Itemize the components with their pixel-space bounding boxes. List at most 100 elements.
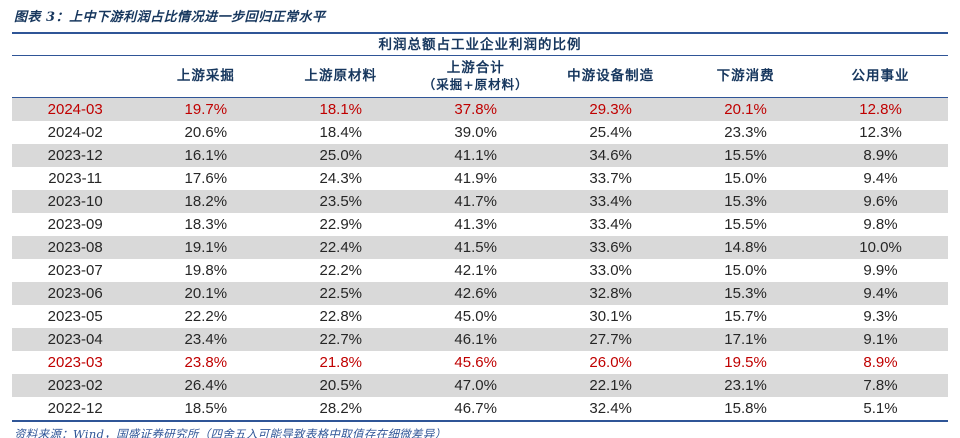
cell-utilities: 7.8%	[863, 377, 898, 394]
cell-upstream-materials: 18.1%	[319, 101, 363, 118]
cell-utilities: 8.9%	[863, 354, 898, 371]
row-date: 2024-02	[47, 124, 103, 141]
cell-upstream-materials: 21.8%	[319, 354, 363, 371]
cell-upstream-total: 39.0%	[454, 124, 497, 141]
cell-upstream-mining: 17.6%	[184, 170, 228, 187]
row-date: 2024-03	[47, 101, 103, 118]
cell-upstream-total: 41.3%	[454, 216, 497, 233]
cell-upstream-mining: 20.6%	[184, 124, 228, 141]
table-row: 2023-12 16.1% 25.0% 41.1% 34.6% 15.5% 8.…	[12, 144, 948, 167]
table-row: 2023-11 17.6% 24.3% 41.9% 33.7% 15.0% 9.…	[12, 167, 948, 190]
row-date: 2023-03	[47, 354, 103, 371]
table-row: 2024-03 19.7% 18.1% 37.8% 29.3% 20.1% 12…	[12, 98, 948, 121]
cell-upstream-materials: 24.3%	[319, 170, 363, 187]
cell-downstream-consumption: 14.8%	[724, 239, 767, 256]
cell-upstream-mining: 18.2%	[184, 193, 228, 210]
cell-upstream-materials: 18.4%	[319, 124, 363, 141]
cell-upstream-total: 42.6%	[454, 285, 497, 302]
cell-midstream-equipment: 29.3%	[589, 101, 632, 118]
cell-downstream-consumption: 15.8%	[724, 400, 767, 417]
table-row: 2024-02 20.6% 18.4% 39.0% 25.4% 23.3% 12…	[12, 121, 948, 144]
cell-upstream-materials: 20.5%	[319, 377, 363, 394]
cell-upstream-total: 47.0%	[454, 377, 497, 394]
cell-downstream-consumption: 17.1%	[724, 331, 767, 348]
table-caption: 利润总额占工业企业利润的比例	[12, 34, 948, 56]
table-row: 2023-06 20.1% 22.5% 42.6% 32.8% 15.3% 9.…	[12, 282, 948, 305]
cell-midstream-equipment: 33.0%	[589, 262, 632, 279]
table-row: 2022-12 18.5% 28.2% 46.7% 32.4% 15.8% 5.…	[12, 397, 948, 420]
table-row: 2023-08 19.1% 22.4% 41.5% 33.6% 14.8% 10…	[12, 236, 948, 259]
cell-midstream-equipment: 32.4%	[589, 400, 632, 417]
cell-utilities: 9.8%	[863, 216, 898, 233]
cell-utilities: 9.3%	[863, 308, 898, 325]
cell-upstream-total: 41.5%	[454, 239, 497, 256]
cell-upstream-mining: 26.4%	[184, 377, 228, 394]
row-date: 2023-10	[47, 193, 103, 210]
cell-utilities: 9.1%	[863, 331, 898, 348]
cell-upstream-materials: 22.4%	[319, 239, 363, 256]
cell-upstream-materials: 25.0%	[319, 147, 363, 164]
cell-downstream-consumption: 15.0%	[724, 170, 767, 187]
cell-utilities: 8.9%	[863, 147, 898, 164]
table-row: 2023-07 19.8% 22.2% 42.1% 33.0% 15.0% 9.…	[12, 259, 948, 282]
cell-midstream-equipment: 32.8%	[589, 285, 632, 302]
row-date: 2023-06	[47, 285, 103, 302]
cell-upstream-materials: 22.7%	[319, 331, 363, 348]
profit-share-table: 利润总额占工业企业利润的比例 上游采掘 上游原材料 上游合计 （采掘+原材料） …	[12, 32, 948, 422]
row-date: 2023-11	[48, 170, 103, 187]
cell-downstream-consumption: 15.7%	[724, 308, 767, 325]
cell-downstream-consumption: 23.3%	[724, 124, 767, 141]
table-header-row: 上游采掘 上游原材料 上游合计 （采掘+原材料） 中游设备制造 下游消费 公用事…	[12, 56, 948, 98]
cell-upstream-total: 41.1%	[454, 147, 497, 164]
row-date: 2023-08	[47, 239, 103, 256]
cell-downstream-consumption: 15.5%	[724, 216, 767, 233]
cell-midstream-equipment: 33.6%	[589, 239, 632, 256]
row-date: 2022-12	[47, 400, 103, 417]
cell-upstream-mining: 18.5%	[184, 400, 228, 417]
cell-upstream-mining: 19.8%	[184, 262, 228, 279]
cell-utilities: 9.4%	[863, 170, 898, 187]
cell-downstream-consumption: 15.3%	[724, 193, 767, 210]
cell-utilities: 10.0%	[859, 239, 902, 256]
cell-downstream-consumption: 20.1%	[724, 101, 767, 118]
table-row: 2023-04 23.4% 22.7% 46.1% 27.7% 17.1% 9.…	[12, 328, 948, 351]
table-row: 2023-09 18.3% 22.9% 41.3% 33.4% 15.5% 9.…	[12, 213, 948, 236]
cell-utilities: 9.9%	[863, 262, 898, 279]
cell-upstream-mining: 18.3%	[184, 216, 228, 233]
table-row: 2023-05 22.2% 22.8% 45.0% 30.1% 15.7% 9.…	[12, 305, 948, 328]
source-note: 资料来源：Wind，国盛证券研究所（四舍五入可能导致表格中取值存在细微差异）	[14, 427, 447, 438]
cell-downstream-consumption: 23.1%	[724, 377, 767, 394]
cell-upstream-materials: 22.5%	[319, 285, 363, 302]
cell-utilities: 9.4%	[863, 285, 898, 302]
column-header-upstream-mining: 上游采掘	[176, 67, 235, 84]
cell-downstream-consumption: 15.3%	[724, 285, 767, 302]
cell-midstream-equipment: 25.4%	[589, 124, 632, 141]
cell-utilities: 12.3%	[859, 124, 902, 141]
row-date: 2023-09	[47, 216, 103, 233]
row-date: 2023-07	[47, 262, 103, 279]
table-row: 2023-02 26.4% 20.5% 47.0% 22.1% 23.1% 7.…	[12, 374, 948, 397]
table-row: 2023-10 18.2% 23.5% 41.7% 33.4% 15.3% 9.…	[12, 190, 948, 213]
cell-upstream-mining: 20.1%	[184, 285, 228, 302]
cell-upstream-mining: 19.7%	[184, 101, 228, 118]
cell-downstream-consumption: 19.5%	[724, 354, 767, 371]
table-row: 2023-03 23.8% 21.8% 45.6% 26.0% 19.5% 8.…	[12, 351, 948, 374]
cell-upstream-total: 46.1%	[454, 331, 497, 348]
cell-utilities: 9.6%	[863, 193, 898, 210]
cell-midstream-equipment: 33.4%	[589, 216, 632, 233]
row-date: 2023-04	[47, 331, 103, 348]
cell-upstream-total: 42.1%	[454, 262, 497, 279]
table-body: 2024-03 19.7% 18.1% 37.8% 29.3% 20.1% 12…	[12, 98, 948, 420]
row-date: 2023-12	[47, 147, 103, 164]
cell-upstream-total: 41.9%	[454, 170, 497, 187]
cell-upstream-total: 41.7%	[454, 193, 497, 210]
cell-midstream-equipment: 34.6%	[589, 147, 632, 164]
row-date: 2023-05	[47, 308, 103, 325]
row-date: 2023-02	[47, 377, 103, 394]
cell-upstream-materials: 23.5%	[319, 193, 363, 210]
cell-midstream-equipment: 26.0%	[589, 354, 632, 371]
cell-midstream-equipment: 33.4%	[589, 193, 632, 210]
cell-upstream-total: 45.0%	[454, 308, 497, 325]
cell-upstream-materials: 22.9%	[319, 216, 363, 233]
